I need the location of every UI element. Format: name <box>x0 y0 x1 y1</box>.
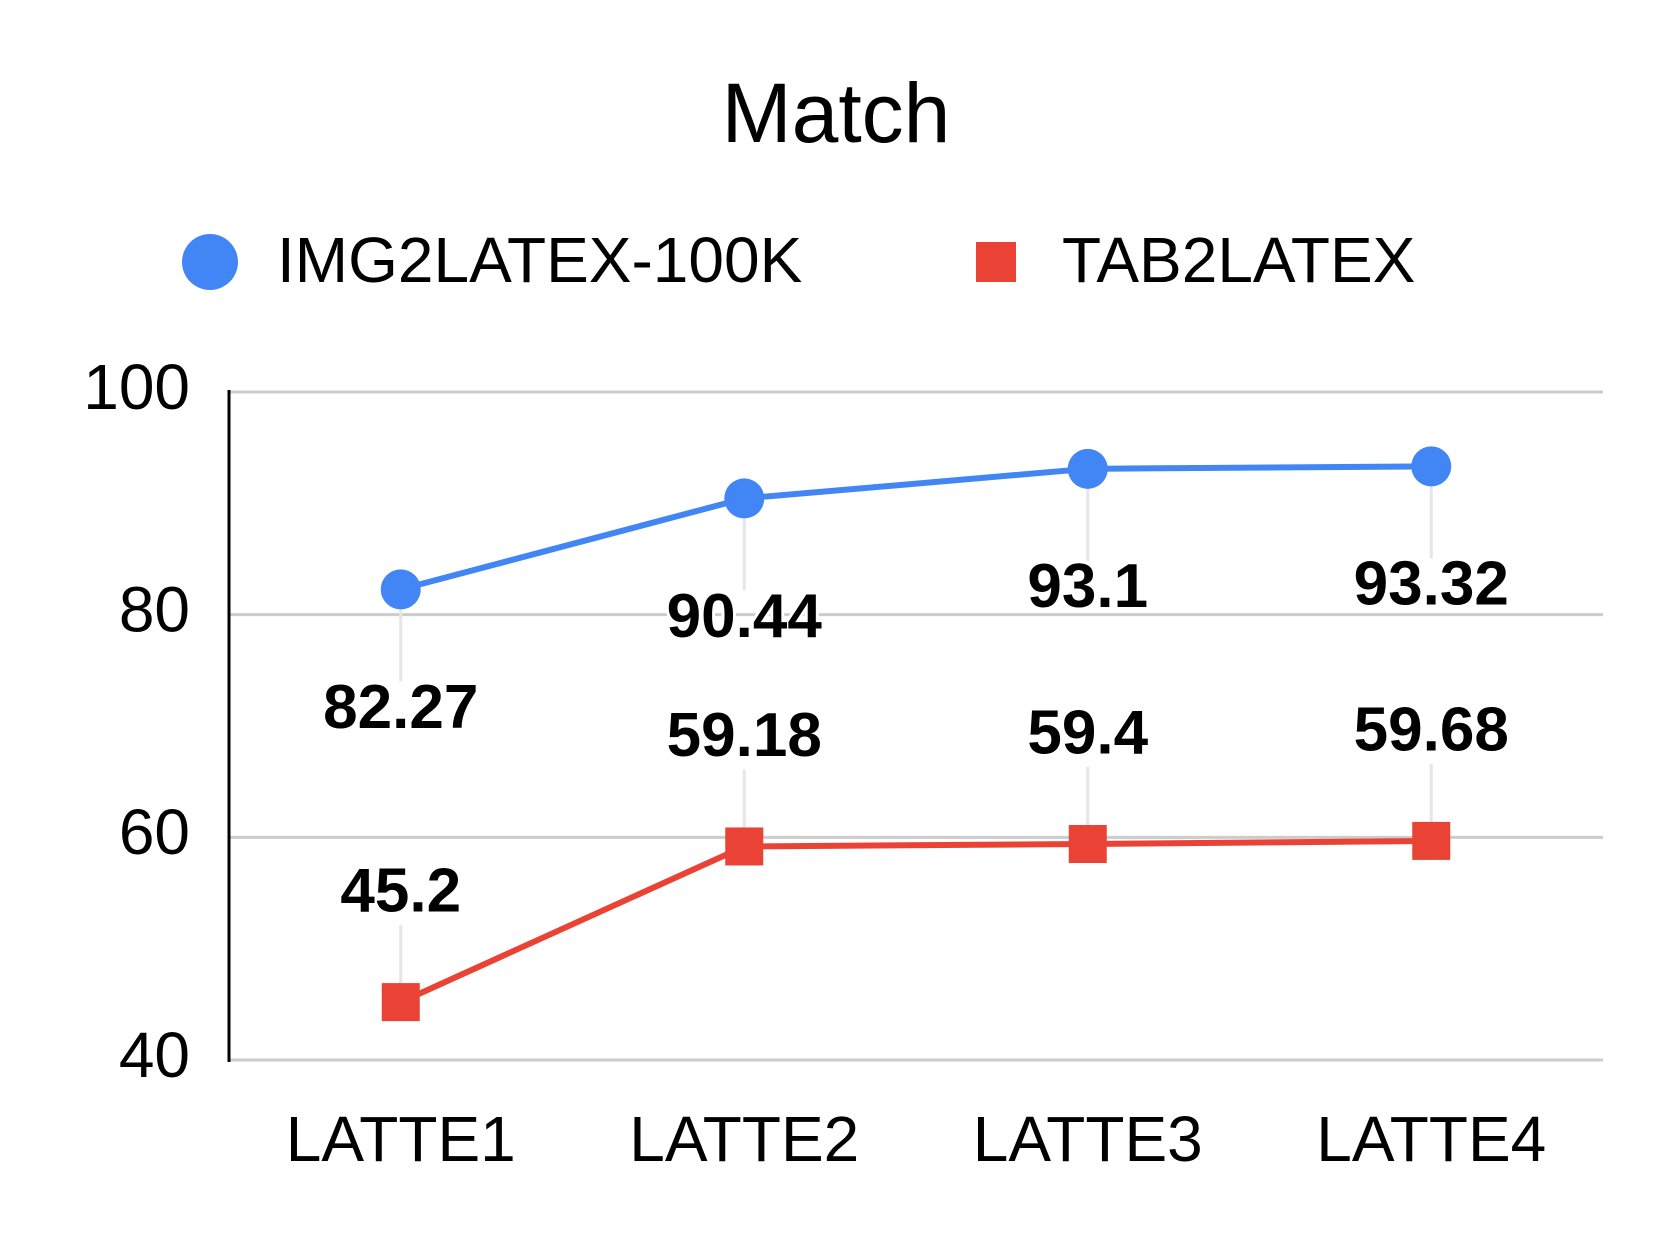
y-tick-label: 40 <box>119 1019 190 1091</box>
x-tick-label: LATTE3 <box>973 1103 1203 1175</box>
point <box>724 478 765 519</box>
data-label: 93.1 <box>1027 552 1148 621</box>
point <box>381 983 420 1022</box>
data-label: 59.4 <box>1027 698 1148 767</box>
x-tick-label: LATTE1 <box>286 1103 516 1175</box>
point <box>1068 825 1107 864</box>
y-tick-label: 60 <box>119 796 190 868</box>
series-line <box>399 463 1432 593</box>
data-label: 45.2 <box>340 856 461 925</box>
y-tick-label: 100 <box>83 351 190 423</box>
legend-marker <box>182 234 238 290</box>
point <box>380 569 421 610</box>
x-tick-label: LATTE2 <box>629 1103 859 1175</box>
legend-label: IMG2LATEX-100K <box>277 224 802 296</box>
point <box>1067 448 1108 489</box>
data-label: 93.32 <box>1354 550 1509 619</box>
series-line <box>399 837 1432 1005</box>
data-label: 59.18 <box>667 701 822 770</box>
y-tick-label: 80 <box>119 574 190 646</box>
legend-label: TAB2LATEX <box>1062 224 1415 296</box>
data-label: 90.44 <box>667 582 823 651</box>
x-tick-label: LATTE4 <box>1316 1103 1546 1175</box>
chart-title: Match <box>722 66 951 160</box>
point <box>1412 821 1451 860</box>
data-label: 82.27 <box>323 673 478 742</box>
point <box>1411 446 1452 487</box>
data-label: 59.68 <box>1354 695 1509 764</box>
point <box>725 827 764 866</box>
legend-marker <box>976 242 1016 282</box>
